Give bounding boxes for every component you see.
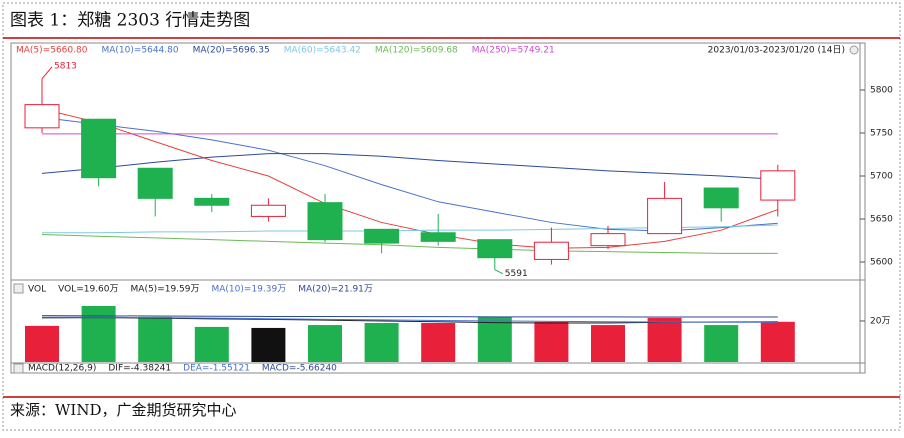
- legend-entry: MA(5)=5660.80: [16, 46, 88, 56]
- volume-bar: [251, 327, 286, 362]
- legend-entry: DIF=-4.38241: [108, 364, 171, 374]
- candle-body: [364, 228, 400, 244]
- volume-bar: [308, 325, 342, 362]
- candle-body: [760, 170, 796, 201]
- volume-bar: [364, 323, 399, 362]
- outer-frame: [2, 2, 901, 431]
- figure-title: 图表 1：郑糖 2303 行情走势图: [10, 11, 250, 31]
- legend-entry: MA(20)=21.91万: [298, 285, 373, 295]
- legend-entry: MA(20)=5696.35: [193, 46, 270, 56]
- candle-body: [137, 167, 173, 199]
- volume-bar: [138, 316, 173, 362]
- volume-bar: [194, 326, 229, 362]
- panel-label: VOL: [28, 285, 46, 295]
- y-tick-label: 5750: [870, 129, 893, 139]
- date-range: 2023/01/03-2023/01/20 (14日): [708, 45, 845, 56]
- y-tick-label: 5650: [870, 215, 893, 225]
- icons: [13, 45, 859, 374]
- ma-line: [41, 233, 778, 254]
- volume-bar: [704, 325, 739, 362]
- volume-bar: [591, 325, 625, 362]
- ma-line: [41, 108, 778, 249]
- legend-entry: MA(10)=19.39万: [212, 285, 287, 295]
- ma-line: [41, 153, 778, 180]
- legend-entry: MA(60)=5643.42: [284, 46, 361, 56]
- candle-body: [703, 187, 739, 209]
- volume-bar: [534, 321, 569, 362]
- ma-line: [41, 315, 778, 318]
- candle-body: [307, 202, 343, 241]
- candle-body: [81, 118, 117, 179]
- volume-bar: [760, 321, 795, 362]
- candle-body: [477, 239, 513, 259]
- volume-bar: [81, 305, 116, 362]
- y-tick-label: 5800: [870, 86, 893, 96]
- candle-body: [533, 241, 569, 260]
- legend-entry: VOL=19.60万: [58, 285, 118, 295]
- max-pointer: [41, 66, 53, 80]
- candle-body: [24, 104, 60, 129]
- y-tick-label: 5600: [870, 258, 893, 268]
- legend-entry: MA(10)=5644.80: [101, 46, 178, 56]
- legend-entry: MACD=-5.66240: [262, 364, 337, 374]
- max-label: 5813: [54, 61, 77, 71]
- volume-bar: [647, 317, 682, 362]
- min-label: 5591: [505, 269, 528, 279]
- legend-entry: MACD(12,26,9): [28, 364, 96, 374]
- candle-body: [194, 197, 230, 206]
- volume-bar: [421, 323, 456, 362]
- y-tick-label: 20万: [870, 316, 890, 326]
- legend-entry: DEA=-1.55121: [183, 364, 250, 374]
- ma-line: [42, 316, 778, 323]
- settings-icon[interactable]: [849, 45, 859, 55]
- panel-icon[interactable]: [13, 363, 24, 374]
- panel-icon[interactable]: [13, 283, 24, 294]
- legend-entry: MA(5)=19.59万: [131, 285, 200, 295]
- candle-body: [647, 197, 683, 235]
- candle-body: [420, 232, 456, 242]
- legend-entry: MA(250)=5749.21: [472, 46, 555, 56]
- min-pointer: [494, 269, 504, 275]
- legend-entry: MA(120)=5609.68: [375, 46, 458, 56]
- volume-bar: [25, 325, 59, 362]
- y-tick-label: 5700: [870, 172, 893, 182]
- candle-body: [590, 233, 626, 247]
- volume-bar: [477, 316, 512, 362]
- source: 来源：WIND，广金期货研究中心: [10, 401, 237, 419]
- candle-body: [250, 204, 286, 217]
